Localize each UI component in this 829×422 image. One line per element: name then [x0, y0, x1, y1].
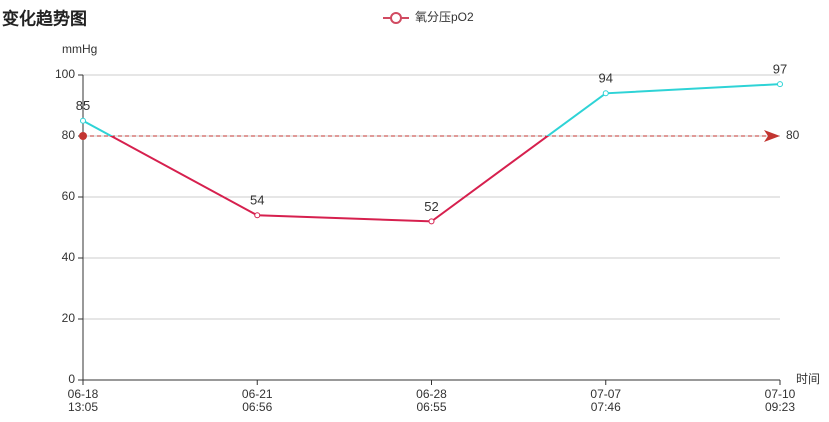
y-tick-label: 0 — [68, 372, 75, 386]
point — [254, 212, 261, 219]
y-tick-label: 20 — [62, 311, 76, 325]
point — [428, 218, 435, 225]
value-label: 54 — [250, 193, 264, 208]
x-tick-label: 07-10 — [765, 387, 796, 401]
value-label: 94 — [599, 71, 613, 86]
value-label: 85 — [76, 98, 90, 113]
x-tick-label: 06-18 — [68, 387, 99, 401]
point — [602, 90, 609, 97]
y-axis-name: mmHg — [62, 42, 97, 56]
point — [80, 117, 86, 124]
x-tick-label: 06:56 — [242, 400, 272, 414]
x-tick-label: 06:55 — [416, 400, 446, 414]
y-tick-label: 60 — [62, 189, 76, 203]
point — [777, 81, 783, 88]
chart-title: 变化趋势图 — [2, 8, 87, 28]
x-tick-label: 07:46 — [591, 400, 621, 414]
value-label: 52 — [424, 199, 438, 214]
value-label: 97 — [773, 62, 787, 77]
y-tick-label: 100 — [55, 67, 75, 81]
mark-line-label: 80 — [786, 128, 800, 142]
x-tick-label: 09:23 — [765, 400, 795, 414]
y-tick-label: 40 — [62, 250, 76, 264]
y-tick-label: 80 — [62, 128, 76, 142]
mark-line-arrow — [764, 130, 780, 142]
x-tick-label: 06-28 — [416, 387, 447, 401]
x-tick-label: 13:05 — [68, 400, 98, 414]
x-tick-label: 07-07 — [590, 387, 621, 401]
legend-label: 氧分压pO2 — [415, 10, 474, 24]
x-axis-name: 时间 — [796, 372, 820, 386]
mark-line-start — [79, 132, 87, 140]
x-tick-label: 06-21 — [242, 387, 273, 401]
legend-icon — [390, 12, 402, 24]
